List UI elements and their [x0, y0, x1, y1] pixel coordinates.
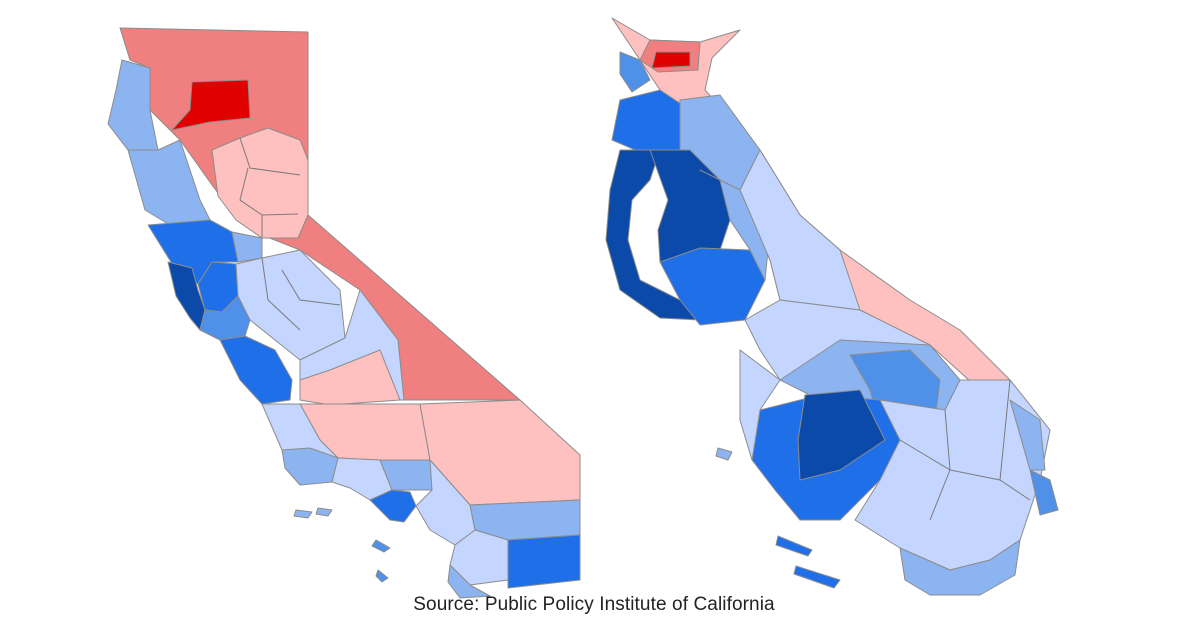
county [1009, 399, 1046, 471]
county [379, 459, 433, 491]
island [293, 509, 313, 519]
island [775, 535, 813, 557]
county [107, 59, 159, 151]
county [739, 149, 861, 311]
cartogram-map [605, 17, 1059, 596]
geographic-map [107, 27, 581, 599]
county [171, 79, 251, 131]
county [659, 247, 766, 326]
county [651, 51, 691, 69]
source-caption: Source: Public Policy Institute of Calif… [413, 594, 775, 615]
county [507, 534, 581, 589]
county [261, 257, 341, 331]
county [899, 379, 1031, 521]
county [1029, 469, 1059, 516]
county [199, 295, 251, 341]
county [899, 539, 1021, 596]
island [315, 507, 333, 517]
island [715, 447, 733, 461]
county [299, 349, 401, 406]
county [797, 389, 886, 481]
county [239, 137, 301, 238]
island [371, 539, 391, 553]
island [793, 565, 841, 589]
county [219, 335, 293, 405]
island [375, 569, 389, 583]
county [447, 564, 491, 599]
county [619, 51, 651, 93]
county [211, 127, 309, 239]
county [127, 139, 211, 226]
county [739, 349, 781, 461]
